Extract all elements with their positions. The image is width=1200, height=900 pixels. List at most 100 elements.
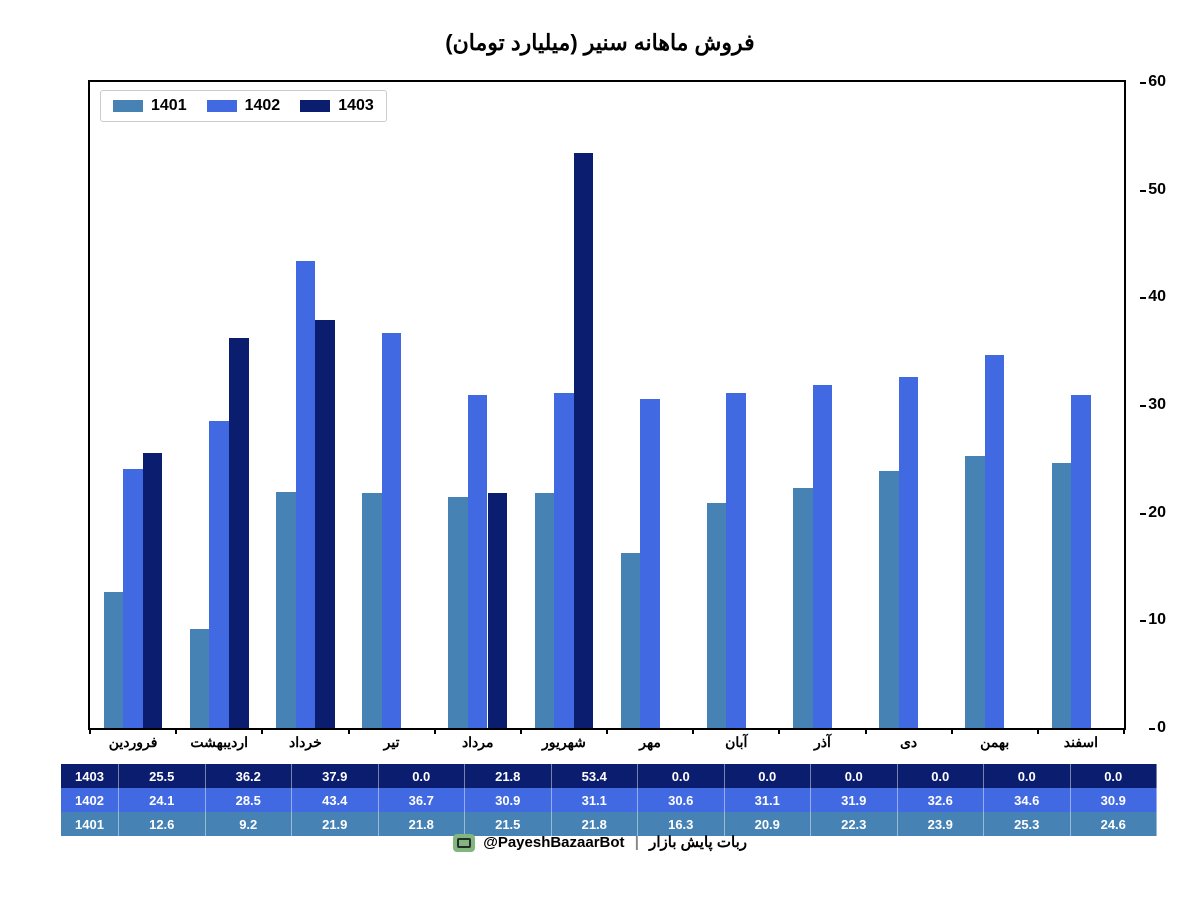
bar	[813, 385, 833, 728]
x-tick-label: خرداد	[262, 728, 348, 751]
y-tick-label: 20	[1148, 504, 1166, 522]
month-group: دی	[866, 82, 952, 728]
table-cell: 0.0	[897, 764, 984, 788]
footer: @PayeshBazaarBot | ربات پایش بازار	[30, 833, 1170, 852]
table-cell: 31.1	[724, 788, 811, 812]
bar	[448, 497, 468, 728]
footer-separator: |	[635, 834, 639, 851]
table-cell: 0.0	[1070, 764, 1157, 788]
legend-swatch	[207, 100, 237, 112]
bar	[793, 488, 813, 728]
footer-name: ربات پایش بازار	[649, 834, 747, 851]
table-cell: 30.6	[638, 788, 725, 812]
month-group: اسفند	[1038, 82, 1124, 728]
bar	[1052, 463, 1072, 728]
table-cell: 0.0	[638, 764, 725, 788]
chart-container: فروش ماهانه سنیر (میلیارد تومان) 0 10 20 30…	[30, 30, 1170, 870]
x-tick-label: شهریور	[521, 728, 607, 751]
y-tick-label: 30	[1148, 396, 1166, 414]
table-cell: 0.0	[378, 764, 465, 788]
month-group: خرداد	[262, 82, 348, 728]
legend-swatch	[113, 100, 143, 112]
table-cell: 0.0	[724, 764, 811, 788]
table-cell: 34.6	[984, 788, 1071, 812]
bar	[879, 471, 899, 728]
month-group: مرداد	[435, 82, 521, 728]
bar	[468, 395, 488, 728]
bar	[899, 377, 919, 728]
x-tick-label: آبان	[693, 728, 779, 751]
table-row-header: 1402	[61, 788, 119, 812]
month-group: تیر	[349, 82, 435, 728]
bot-icon	[453, 834, 475, 852]
bar	[276, 492, 296, 728]
x-tick-label: اردیبهشت	[176, 728, 262, 751]
bar	[488, 493, 508, 728]
table-row: 140325.536.237.90.021.853.40.00.00.00.00…	[61, 764, 1157, 788]
bar	[315, 320, 335, 728]
bar	[143, 453, 163, 728]
bar	[640, 399, 660, 728]
bar	[104, 592, 124, 728]
legend: 1401 1402 1403	[100, 90, 387, 122]
bar	[707, 503, 727, 728]
table-cell: 53.4	[551, 764, 638, 788]
bar	[535, 493, 555, 728]
bar	[726, 393, 746, 728]
month-group: آبان	[693, 82, 779, 728]
bar	[554, 393, 574, 728]
bar	[362, 493, 382, 728]
x-tick-label: اسفند	[1038, 728, 1124, 751]
x-tick-label: دی	[866, 728, 952, 751]
table-cell: 32.6	[897, 788, 984, 812]
legend-label: 1403	[338, 97, 374, 115]
bar	[382, 333, 402, 728]
bar	[985, 355, 1005, 728]
table-cell: 36.2	[205, 764, 292, 788]
bar	[574, 153, 594, 728]
bar	[1071, 395, 1091, 728]
y-tick-label: 60	[1148, 73, 1166, 91]
table-row: 140224.128.543.436.730.931.130.631.131.9…	[61, 788, 1157, 812]
bar	[296, 261, 316, 728]
table-cell: 0.0	[811, 764, 898, 788]
legend-label: 1401	[151, 97, 187, 115]
legend-label: 1402	[245, 97, 281, 115]
month-group: بهمن	[952, 82, 1038, 728]
y-tick-label: 50	[1148, 181, 1166, 199]
legend-item: 1401	[113, 97, 187, 115]
y-axis: 0102030405060	[1126, 72, 1166, 732]
month-group: فروردین	[90, 82, 176, 728]
table-cell: 0.0	[984, 764, 1071, 788]
month-group: شهریور	[521, 82, 607, 728]
table-cell: 28.5	[205, 788, 292, 812]
x-tick-label: آذر	[779, 728, 865, 751]
bar	[209, 421, 229, 728]
table-cell: 30.9	[1070, 788, 1157, 812]
x-tick-label: فروردین	[90, 728, 176, 751]
chart-title: فروش ماهانه سنیر (میلیارد تومان)	[30, 30, 1170, 56]
bar	[229, 338, 249, 728]
bar	[190, 629, 210, 728]
bars-layer: فروردیناردیبهشتخردادتیرمردادشهریورمهرآبا…	[90, 82, 1124, 728]
data-table: 140325.536.237.90.021.853.40.00.00.00.00…	[60, 764, 1157, 836]
bar	[621, 553, 641, 728]
table-cell: 25.5	[119, 764, 206, 788]
table-cell: 31.1	[551, 788, 638, 812]
x-tick-label: مهر	[607, 728, 693, 751]
table-cell: 36.7	[378, 788, 465, 812]
legend-item: 1403	[300, 97, 374, 115]
table-cell: 24.1	[119, 788, 206, 812]
y-tick-label: 10	[1148, 611, 1166, 629]
table-cell: 30.9	[465, 788, 552, 812]
table-cell: 37.9	[292, 764, 379, 788]
bar	[965, 456, 985, 728]
x-tick-label: مرداد	[435, 728, 521, 751]
footer-handle: @PayeshBazaarBot	[483, 834, 624, 851]
table-cell: 43.4	[292, 788, 379, 812]
x-tick-label: بهمن	[952, 728, 1038, 751]
y-tick-label: 0	[1157, 719, 1166, 737]
month-group: اردیبهشت	[176, 82, 262, 728]
y-tick-label: 40	[1148, 288, 1166, 306]
table-cell: 31.9	[811, 788, 898, 812]
